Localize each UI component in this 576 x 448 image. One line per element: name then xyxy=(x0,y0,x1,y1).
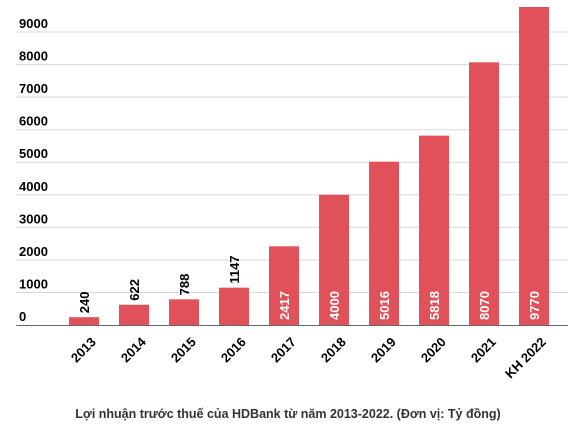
data-label: 2417 xyxy=(277,291,292,320)
x-tick-label: 2019 xyxy=(368,334,399,365)
data-labels: 240 622 788 1147 2417 4000 5016 5818 8070 9770 xyxy=(77,255,542,320)
x-tick-label: 2013 xyxy=(68,334,99,365)
bars xyxy=(69,6,549,326)
data-label: 8070 xyxy=(477,291,492,320)
x-tick-label: 2015 xyxy=(168,334,199,365)
bar xyxy=(319,194,349,325)
x-tick-label: 2014 xyxy=(118,334,150,366)
y-tick-label: 7000 xyxy=(19,81,48,96)
bar xyxy=(419,135,449,325)
y-axis-ticks: 0 1000 2000 3000 4000 5000 6000 7000 8000 9000 xyxy=(19,16,48,324)
y-tick-label: 4000 xyxy=(19,179,48,194)
x-axis-ticks: 2013 2014 2015 2016 2017 2018 2019 2020 2021 KH 2… xyxy=(68,334,549,381)
bar xyxy=(169,299,199,325)
data-label: 240 xyxy=(77,291,92,313)
bar xyxy=(269,246,299,325)
data-label: 788 xyxy=(177,274,192,296)
bar xyxy=(69,317,99,325)
data-label: 1147 xyxy=(227,255,242,283)
data-label: 9770 xyxy=(527,291,542,320)
y-tick-label: 5000 xyxy=(19,146,48,161)
bar xyxy=(469,62,499,326)
x-tick-label: 2018 xyxy=(318,334,349,365)
bar xyxy=(219,287,249,325)
x-tick-label: KH 2022 xyxy=(502,334,549,381)
gridlines xyxy=(16,31,568,293)
y-tick-label: 8000 xyxy=(19,49,48,64)
x-tick-label: 2016 xyxy=(218,334,249,365)
data-label: 4000 xyxy=(327,291,342,320)
x-tick-label: 2021 xyxy=(468,334,499,365)
y-tick-label: 1000 xyxy=(19,276,48,291)
y-tick-label: 6000 xyxy=(19,114,48,129)
bar xyxy=(119,304,149,325)
x-tick-label: 2017 xyxy=(268,334,299,365)
chart-caption: Lợi nhuận trước thuế của HDBank từ năm 2… xyxy=(75,407,501,421)
bar xyxy=(369,161,399,325)
bar-chart: 0 1000 2000 3000 4000 5000 6000 7000 8000 9000 24… xyxy=(16,6,568,381)
data-label: 622 xyxy=(127,279,142,301)
y-tick-label: 3000 xyxy=(19,211,48,226)
y-tick-label: 0 xyxy=(19,309,26,324)
bar xyxy=(519,6,549,325)
data-label: 5818 xyxy=(427,291,442,320)
y-tick-label: 2000 xyxy=(19,244,48,259)
x-tick-label: 2020 xyxy=(418,334,449,365)
data-label: 5016 xyxy=(377,291,392,320)
y-tick-label: 9000 xyxy=(19,16,48,31)
